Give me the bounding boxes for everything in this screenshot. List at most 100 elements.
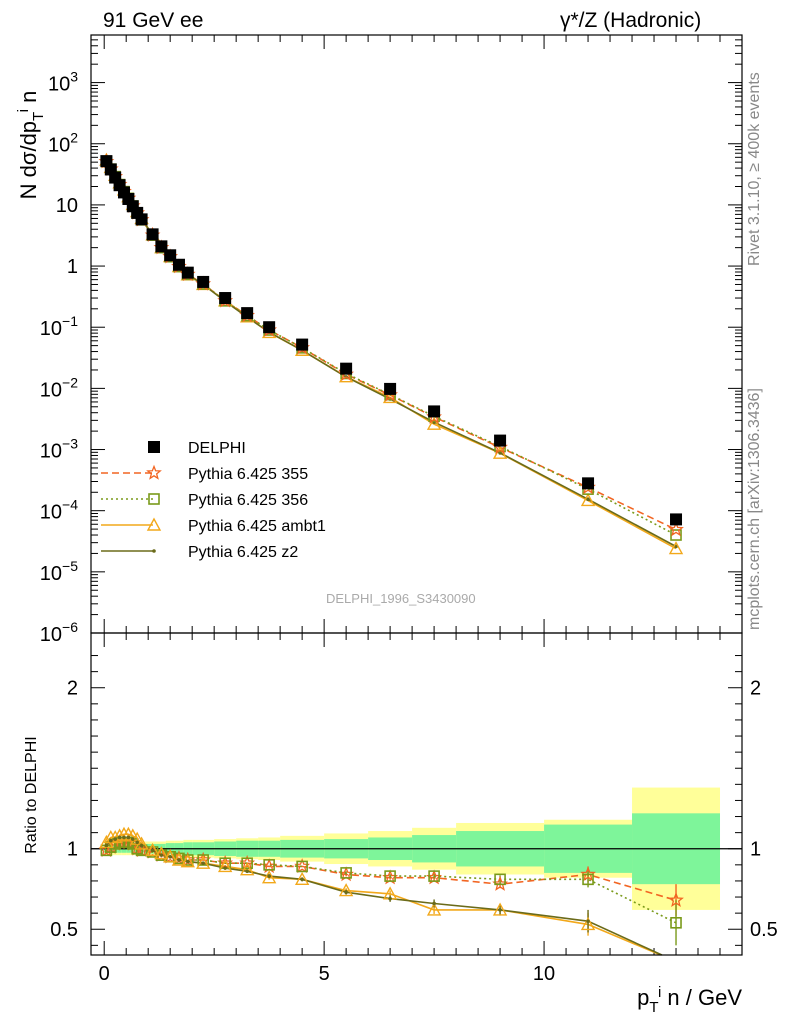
ratio-point-p356 <box>263 859 275 871</box>
ratio-point-p356 <box>296 860 308 873</box>
ratio-point-ambt1 <box>580 916 596 931</box>
ratio-point-z2 <box>177 858 181 862</box>
point-data <box>670 513 683 526</box>
ratio-y-tick-label-right: 1 <box>750 839 761 861</box>
ratio-point-ambt1 <box>426 902 442 916</box>
x-tick-label: 5 <box>319 963 330 985</box>
ratio-point-z2 <box>185 859 190 864</box>
ratio-point-z2 <box>150 848 155 853</box>
ratio-frame <box>90 632 743 956</box>
legend-marker-p355 <box>146 464 162 480</box>
ratio-point-ambt1 <box>261 870 277 884</box>
ratio-point-ambt1 <box>171 852 187 866</box>
ratio-point-ambt1 <box>112 828 127 842</box>
y-tick-label: 10−1 <box>40 313 78 340</box>
ratio-point-z2 <box>267 874 271 878</box>
x-axis-title: pTi n / GeV <box>637 984 742 1016</box>
point-data <box>428 405 441 418</box>
ratio-point-p356 <box>241 857 253 870</box>
rivet-label: Rivet 3.1.10, ≥ 400k events <box>746 72 763 266</box>
ratio-point-ambt1 <box>217 858 233 873</box>
ratio-point-p356 <box>670 916 682 929</box>
ratio-point-ambt1 <box>154 846 169 860</box>
point-ambt1 <box>580 492 596 507</box>
ratio-point-z2 <box>344 890 348 895</box>
point-data <box>296 338 309 351</box>
point-data <box>263 321 276 334</box>
point-z2 <box>586 497 590 502</box>
legend-marker-ambt1 <box>146 517 162 531</box>
ratio-point-ambt1 <box>492 902 508 916</box>
ratio-point-z2 <box>104 843 109 848</box>
ratio-point-p356 <box>494 873 506 886</box>
legend-label-z2: Pythia 6.425 z2 <box>188 544 298 561</box>
point-ambt1 <box>668 541 684 555</box>
ratio-point-ambt1 <box>338 883 354 897</box>
y-tick-label: 1 <box>67 256 78 278</box>
watermark-label: DELPHI_1996_S3430090 <box>326 591 476 606</box>
ratio-point-ambt1 <box>180 854 195 868</box>
ratio-point-z2 <box>122 835 126 840</box>
y-tick-label: 10−2 <box>40 374 78 401</box>
point-data <box>494 434 507 447</box>
point-ambt1 <box>426 416 442 430</box>
ratio-panel: 0 5 10 0.5 0.5 1 1 2 2 Ratio to DELPHI pTi n / GeV <box>23 633 778 1016</box>
point-p356 <box>670 529 682 541</box>
ratio-point-ambt1 <box>294 871 310 886</box>
point-data <box>146 228 159 241</box>
point-data <box>197 275 210 288</box>
y-axis-title: N dσ/dpTi n <box>15 91 47 200</box>
point-data <box>181 266 194 279</box>
ratio-point-z2 <box>117 835 122 840</box>
ratio-point-z2 <box>108 838 113 843</box>
y-tick-label: 10−6 <box>40 619 78 646</box>
ratio-point-p356 <box>146 846 159 858</box>
x-tick-label: 10 <box>533 963 555 985</box>
ratio-point-ambt1 <box>145 842 160 857</box>
ratio-y-tick-label: 2 <box>67 678 78 700</box>
y-tick-label: 10−3 <box>40 436 78 463</box>
ratio-point-z2 <box>113 837 117 841</box>
series-line-ambt1 <box>105 159 677 550</box>
ratio-point-p355 <box>668 891 684 907</box>
legend-label-ambt1: Pythia 6.425 ambt1 <box>188 518 326 535</box>
legend-marker-z2 <box>152 549 156 553</box>
ratio-point-p355 <box>580 866 596 882</box>
ratio-point-z2 <box>300 877 304 882</box>
point-data <box>219 292 232 305</box>
legend-label-p356: Pythia 6.425 356 <box>188 492 308 509</box>
legend-label-p355: Pythia 6.425 355 <box>188 466 308 483</box>
y-tick-label: 10−4 <box>40 497 78 524</box>
ratio-point-z2 <box>388 896 392 901</box>
point-data <box>164 249 177 262</box>
point-data <box>384 382 397 395</box>
ratio-point-z2 <box>201 861 205 866</box>
point-data <box>135 213 148 226</box>
mcplots-label: mcplots.cern.ch [arXiv:1306.3436] <box>746 388 763 630</box>
point-data <box>340 362 353 375</box>
ratio-point-z2 <box>498 908 502 912</box>
y-tick-label: 10−5 <box>40 558 78 585</box>
ratio-point-p356 <box>428 870 440 882</box>
ratio-point-z2 <box>159 853 164 857</box>
ratio-y-tick-label: 0.5 <box>50 919 78 941</box>
ratio-point-p356 <box>384 870 396 882</box>
ratio-point-z2 <box>245 869 249 874</box>
ratio-y-tick-label: 1 <box>67 839 78 861</box>
ratio-point-p356 <box>340 867 352 879</box>
ratio-point-ambt1 <box>239 862 255 876</box>
y-tick-label: 103 <box>48 69 78 96</box>
y-tick-label: 10 <box>56 195 78 217</box>
ratio-point-z2 <box>135 840 139 845</box>
ratio-point-z2 <box>168 854 172 859</box>
point-data <box>241 307 254 320</box>
ratio-y-tick-label-right: 2 <box>750 678 761 700</box>
ratio-y-tick-label-right: 0.5 <box>750 919 778 941</box>
ratio-point-z2 <box>126 835 131 840</box>
ratio-point-z2 <box>586 919 590 923</box>
legend-marker-p356 <box>148 493 160 505</box>
ratio-point-p356 <box>582 873 594 886</box>
legend-label-data: DELPHI <box>188 440 246 457</box>
